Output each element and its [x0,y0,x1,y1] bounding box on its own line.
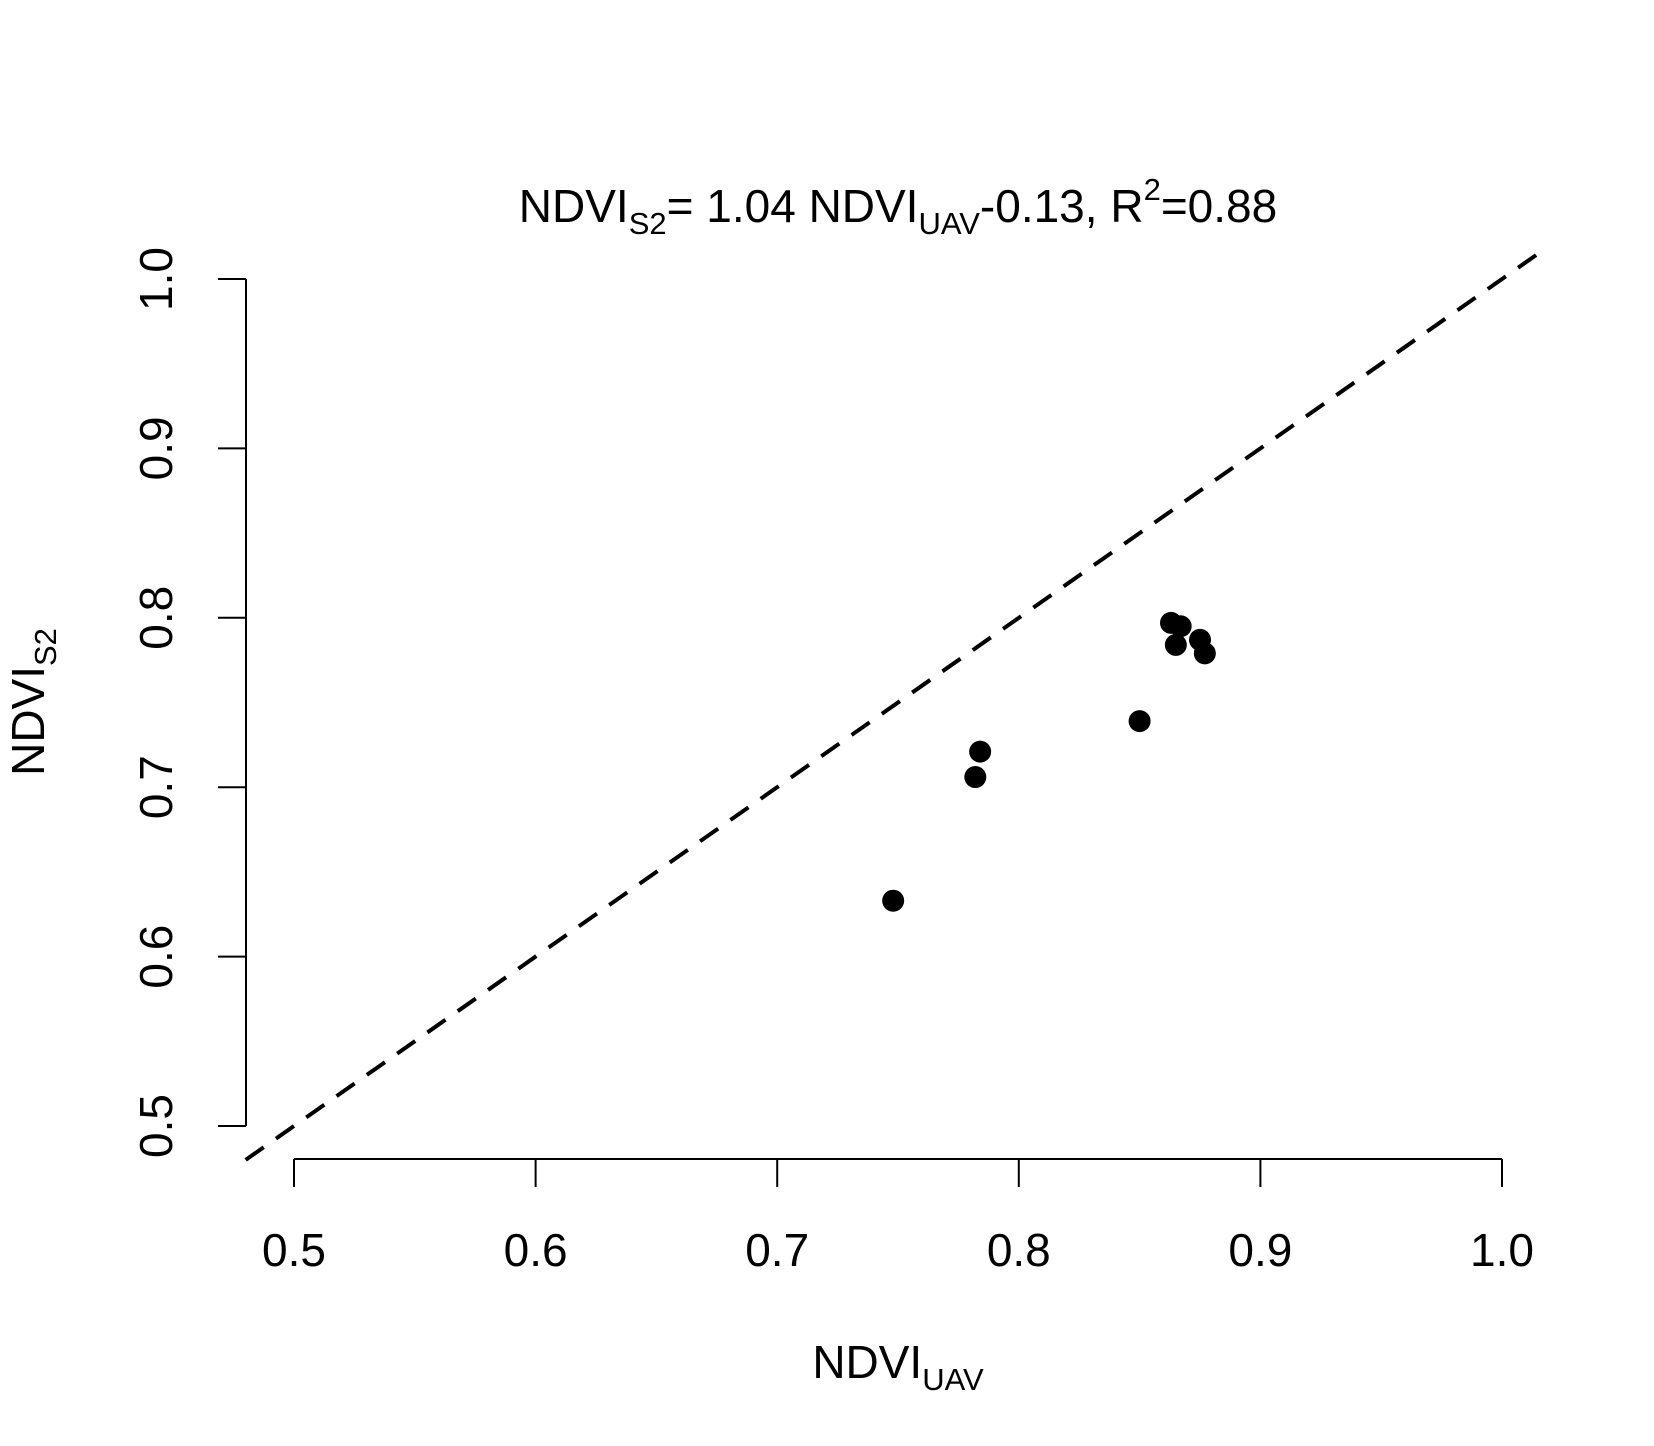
data-point [1128,710,1151,733]
data-point [969,740,992,763]
chart-title-part: -0.13, R [980,180,1144,232]
reference-line [244,246,1547,1162]
data-point [964,766,987,789]
y-tick-label: 0.5 [130,1094,182,1158]
data-point [1164,633,1187,656]
chart-title-part: 2 [1144,172,1161,207]
y-tick-label: 0.7 [130,755,182,819]
x-tick-label: 0.6 [504,1224,568,1276]
chart-title-part: NDVI [519,180,629,232]
labels-layer: 0.5 0.6 0.7 0.8 0.9 1.0 0.5 0.6 0.7 0.8 0.9 1.0 NDVI… [2,172,1534,1397]
data-point [882,889,905,912]
y-axis-title-sub: S2 [28,628,63,666]
x-tick-label: 1.0 [1470,1224,1534,1276]
y-tick-label: 0.8 [130,586,182,650]
data-point [1193,642,1216,665]
y-tick-label: 1.0 [130,247,182,311]
x-axis-title-sub: UAV [922,1362,984,1397]
y-axis-title: NDVIS2 [2,628,63,776]
plot-layer [244,246,1547,1162]
chart-title-part: =0.88 [1161,180,1277,232]
chart-title-part: = 1.04 NDVI [667,180,919,232]
x-axis-title: NDVIUAV [812,1336,984,1397]
x-tick-label: 0.8 [987,1224,1051,1276]
chart-title-part: S2 [629,206,667,241]
x-tick-label: 0.5 [262,1224,326,1276]
chart-title-part: UAV [918,206,980,241]
y-tick-label: 0.9 [130,416,182,480]
chart-title: NDVIS2= 1.04 NDVIUAV-0.13, R2=0.88 [519,172,1277,241]
data-point [1169,615,1192,638]
x-tick-label: 0.9 [1228,1224,1292,1276]
y-axis-title-main: NDVI [2,666,54,776]
x-tick-label: 0.7 [745,1224,809,1276]
axes-layer [218,278,1503,1187]
y-tick-label: 0.6 [130,925,182,989]
x-axis-title-main: NDVI [812,1336,922,1388]
